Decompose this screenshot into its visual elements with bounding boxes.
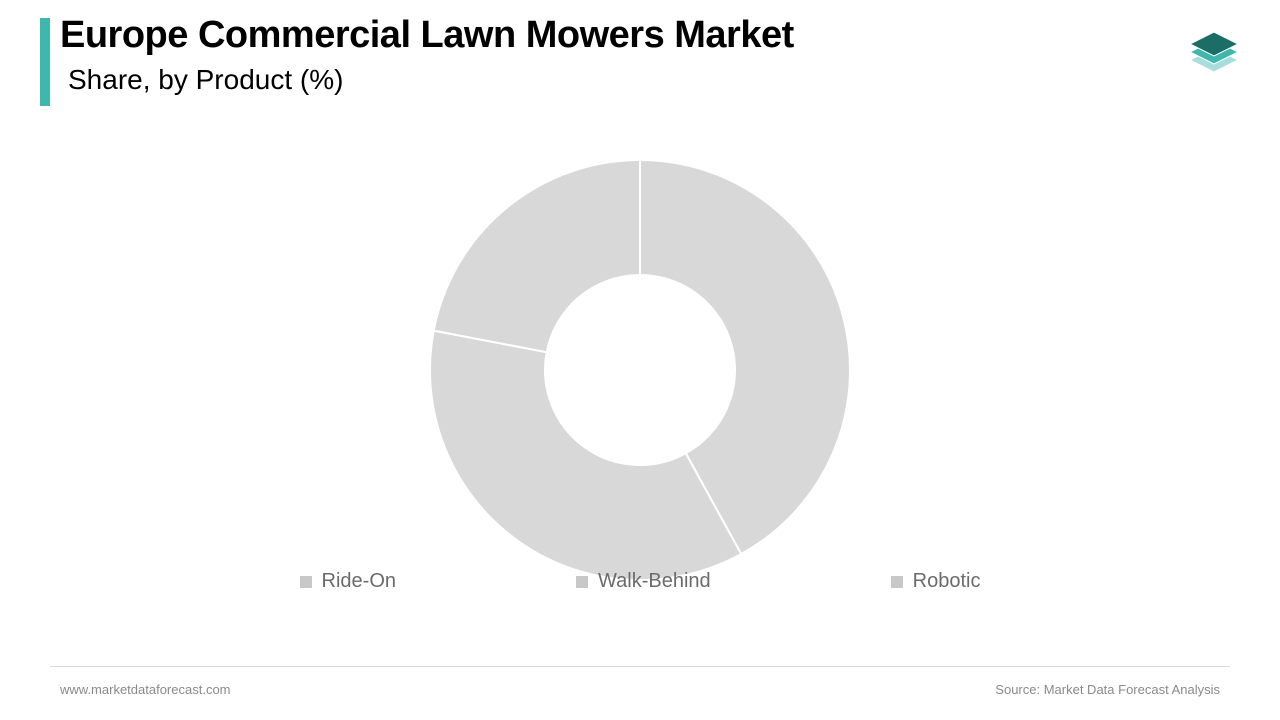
layers-icon: [1184, 18, 1244, 78]
donut-svg: [0, 140, 1280, 600]
page-title: Europe Commercial Lawn Mowers Market: [60, 14, 794, 57]
brand-logo-icon: [1184, 18, 1244, 78]
legend-swatch-icon: [576, 576, 588, 588]
footer-divider: [50, 666, 1230, 667]
header-accent-bar: [40, 18, 50, 106]
legend-label: Robotic: [913, 570, 981, 593]
legend-label: Ride-On: [322, 570, 396, 593]
legend-item: Walk-Behind: [576, 570, 711, 593]
page-subtitle: Share, by Product (%): [68, 64, 343, 96]
footer-source: Source: Market Data Forecast Analysis: [995, 682, 1220, 697]
legend-swatch-icon: [300, 576, 312, 588]
donut-chart: [0, 140, 1280, 600]
donut-slice: [434, 160, 640, 352]
page: Europe Commercial Lawn Mowers Market Sha…: [0, 0, 1280, 720]
legend-item: Robotic: [891, 570, 981, 593]
chart-legend: Ride-On Walk-Behind Robotic: [0, 570, 1280, 593]
legend-item: Ride-On: [300, 570, 396, 593]
footer-site-url: www.marketdataforecast.com: [60, 682, 231, 697]
legend-swatch-icon: [891, 576, 903, 588]
footer: www.marketdataforecast.com Source: Marke…: [0, 666, 1280, 720]
legend-label: Walk-Behind: [598, 570, 711, 593]
